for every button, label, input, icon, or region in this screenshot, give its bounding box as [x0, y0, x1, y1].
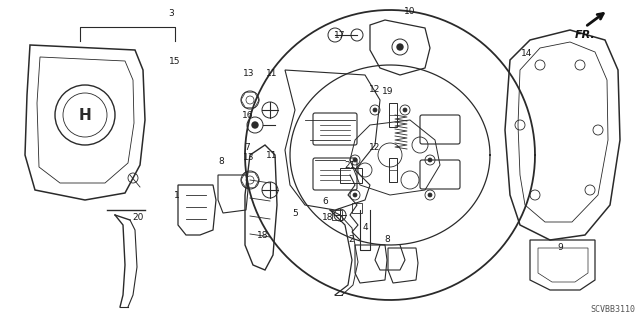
Text: 20: 20 [132, 213, 144, 222]
Circle shape [428, 193, 432, 197]
Text: 11: 11 [266, 69, 278, 78]
Bar [389, 103, 397, 127]
Text: 8: 8 [218, 158, 224, 167]
Circle shape [252, 122, 258, 128]
Circle shape [428, 158, 432, 162]
Text: 8: 8 [384, 235, 390, 244]
Text: 16: 16 [243, 110, 253, 120]
Text: 18: 18 [323, 213, 333, 222]
Text: 13: 13 [243, 153, 255, 162]
Text: 12: 12 [369, 144, 381, 152]
Text: 14: 14 [522, 48, 532, 57]
Text: 1: 1 [174, 190, 180, 199]
Circle shape [397, 44, 403, 50]
Text: 3: 3 [168, 10, 174, 19]
Text: 6: 6 [322, 197, 328, 206]
Text: 18: 18 [257, 232, 269, 241]
Text: 11: 11 [266, 151, 278, 160]
Text: 5: 5 [292, 209, 298, 218]
Text: 17: 17 [334, 31, 346, 40]
Text: H: H [79, 108, 92, 122]
Text: 7: 7 [244, 144, 250, 152]
Text: 10: 10 [404, 8, 416, 17]
Circle shape [373, 108, 377, 112]
Text: 21: 21 [344, 160, 356, 169]
Bar [352, 203, 362, 213]
Text: 12: 12 [369, 85, 381, 94]
Circle shape [353, 193, 357, 197]
Bar [340, 168, 362, 183]
Text: 4: 4 [362, 224, 368, 233]
Circle shape [353, 158, 357, 162]
Circle shape [403, 108, 407, 112]
Text: SCVBB3110: SCVBB3110 [590, 305, 635, 314]
Text: FR.: FR. [575, 30, 596, 40]
Text: 15: 15 [169, 57, 180, 66]
Text: 19: 19 [382, 87, 394, 97]
Text: 9: 9 [557, 243, 563, 253]
Text: 2: 2 [348, 235, 354, 244]
Text: 13: 13 [243, 69, 255, 78]
Bar [332, 210, 342, 220]
Bar [389, 158, 397, 182]
